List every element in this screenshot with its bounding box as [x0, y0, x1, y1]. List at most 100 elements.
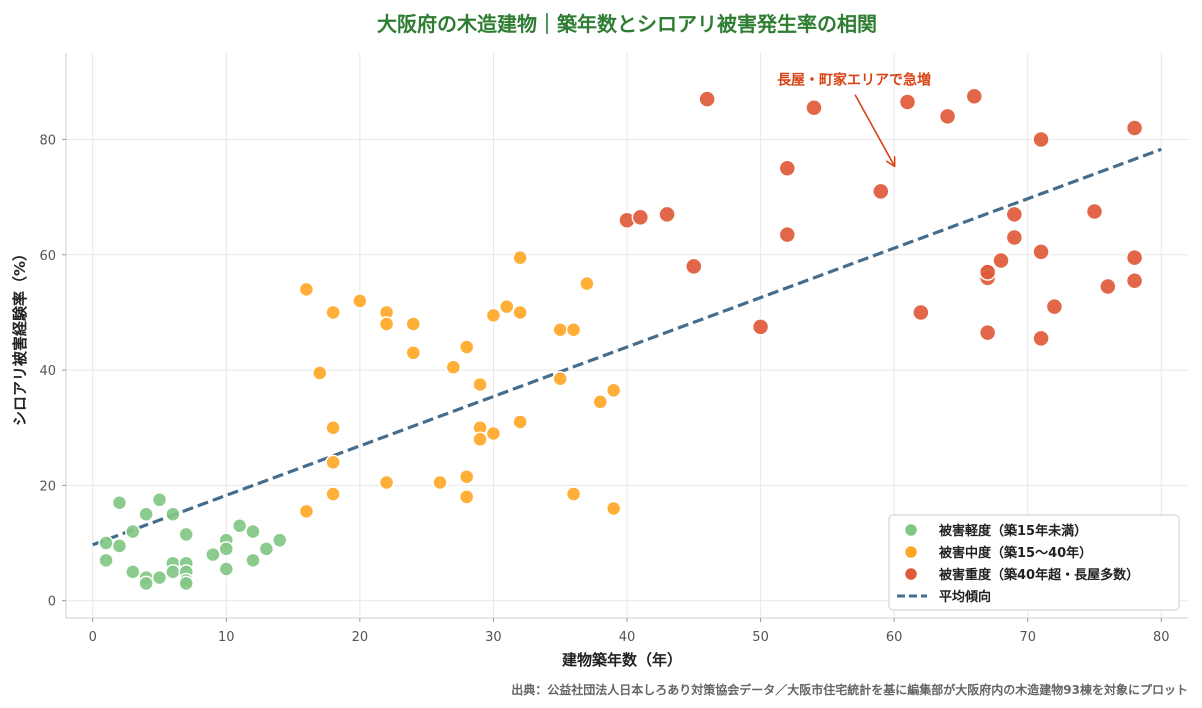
data-point-light	[98, 535, 114, 551]
data-point-severe	[698, 90, 716, 108]
data-point-medium	[605, 500, 622, 517]
x-tick-label: 80	[1153, 630, 1170, 645]
x-tick-label: 30	[485, 630, 502, 645]
data-point-severe	[1125, 119, 1144, 137]
data-point-light	[205, 546, 221, 563]
data-point-light	[151, 492, 168, 508]
data-point-medium	[552, 321, 568, 338]
y-tick-label: 20	[39, 479, 56, 494]
x-tick-label: 40	[619, 630, 636, 645]
data-point-light	[111, 538, 128, 554]
data-point-light	[245, 523, 261, 540]
data-point-light	[125, 564, 141, 580]
data-point-light	[111, 494, 128, 511]
legend-marker-severe	[903, 566, 919, 582]
y-tick-label: 80	[39, 133, 56, 148]
data-point-medium	[312, 365, 328, 381]
data-point-medium	[472, 376, 488, 393]
data-point-severe	[685, 257, 703, 276]
data-point-medium	[378, 474, 395, 491]
x-ticks: 0 10 20 30 40 50 60 70 80	[89, 618, 1170, 645]
chart-title: 大阪府の木造建物｜築年数とシロアリ被害発生率の相関	[377, 12, 877, 36]
data-point-medium	[445, 359, 462, 375]
data-point-medium	[499, 298, 515, 315]
data-point-severe	[1045, 297, 1064, 316]
data-point-light	[231, 518, 248, 534]
source-note: 出典：公益社団法人日本しろあり対策協会データ／大阪市住宅統計を基に編集部が大阪府…	[511, 682, 1188, 697]
data-point-medium	[552, 370, 568, 387]
data-point-medium	[405, 316, 422, 332]
y-tick-label: 40	[39, 364, 56, 379]
data-point-severe	[898, 93, 917, 111]
data-point-severe	[992, 251, 1010, 270]
legend-marker-light	[903, 522, 919, 538]
x-tick-label: 10	[218, 630, 235, 645]
data-point-light	[138, 506, 154, 522]
data-point-medium	[405, 345, 422, 361]
data-point-severe	[965, 87, 984, 105]
data-point-light	[165, 506, 181, 522]
data-point-medium	[485, 425, 502, 442]
legend-label-severe: 被害重度（築40年超・長屋多数）	[938, 567, 1139, 583]
legend: 被害軽度（築15年未満） 被害中度（築15〜40年） 被害重度（築40年超・長屋…	[888, 514, 1180, 611]
data-point-medium	[458, 489, 475, 505]
data-point-light	[218, 541, 235, 557]
data-point-severe	[778, 159, 797, 178]
data-point-light	[151, 569, 168, 586]
data-point-severe	[1085, 202, 1104, 221]
data-point-medium	[458, 339, 475, 355]
data-point-medium	[472, 431, 488, 448]
data-point-medium	[432, 474, 448, 491]
legend-box	[888, 514, 1180, 611]
legend-label-light: 被害軽度（築15年未満）	[938, 523, 1087, 539]
x-tick-label: 70	[1019, 630, 1036, 645]
data-point-severe	[1125, 271, 1144, 290]
data-point-severe	[912, 303, 930, 322]
data-point-medium	[512, 414, 528, 430]
data-point-severe	[658, 205, 676, 224]
y-axis-label: シロアリ被害経験率（%）	[11, 246, 29, 426]
x-tick-label: 50	[752, 630, 769, 645]
data-point-light	[178, 526, 194, 543]
points-layer	[98, 87, 1144, 592]
trend-line	[92, 147, 1162, 547]
data-point-medium	[352, 293, 368, 309]
data-point-severe	[1125, 248, 1144, 267]
data-point-medium	[325, 304, 341, 321]
data-point-severe	[805, 99, 823, 117]
data-point-severe	[1032, 329, 1050, 348]
y-ticks: 0 20 40 60 80	[39, 133, 66, 610]
data-point-medium	[458, 469, 475, 485]
data-point-severe	[872, 182, 890, 201]
data-point-severe	[1099, 277, 1117, 296]
data-point-severe	[1032, 130, 1050, 149]
data-point-light	[271, 532, 288, 548]
legend-label-trend: 平均傾向	[939, 589, 991, 605]
data-point-severe	[751, 318, 770, 336]
data-point-light	[178, 575, 194, 592]
trend-layer	[92, 147, 1162, 547]
data-point-medium	[325, 454, 341, 471]
data-point-medium	[512, 249, 528, 266]
data-point-light	[218, 561, 235, 577]
y-tick-label: 60	[39, 249, 56, 264]
data-point-severe	[978, 323, 997, 342]
x-tick-label: 20	[352, 630, 369, 645]
data-point-medium	[565, 321, 582, 338]
annotation: 長屋・町家エリアで急増	[777, 72, 931, 166]
data-point-light	[245, 552, 261, 569]
data-point-severe	[978, 263, 997, 281]
data-point-severe	[778, 225, 797, 244]
data-point-medium	[485, 307, 502, 324]
data-point-medium	[579, 275, 595, 292]
x-tick-label: 60	[886, 630, 903, 645]
data-point-light	[258, 541, 275, 557]
data-point-severe	[1005, 205, 1024, 224]
data-point-medium	[325, 419, 341, 436]
legend-marker-medium	[903, 544, 919, 560]
data-point-severe	[631, 208, 650, 227]
data-point-light	[165, 564, 181, 580]
data-point-medium	[605, 382, 622, 399]
data-point-medium	[298, 503, 315, 520]
